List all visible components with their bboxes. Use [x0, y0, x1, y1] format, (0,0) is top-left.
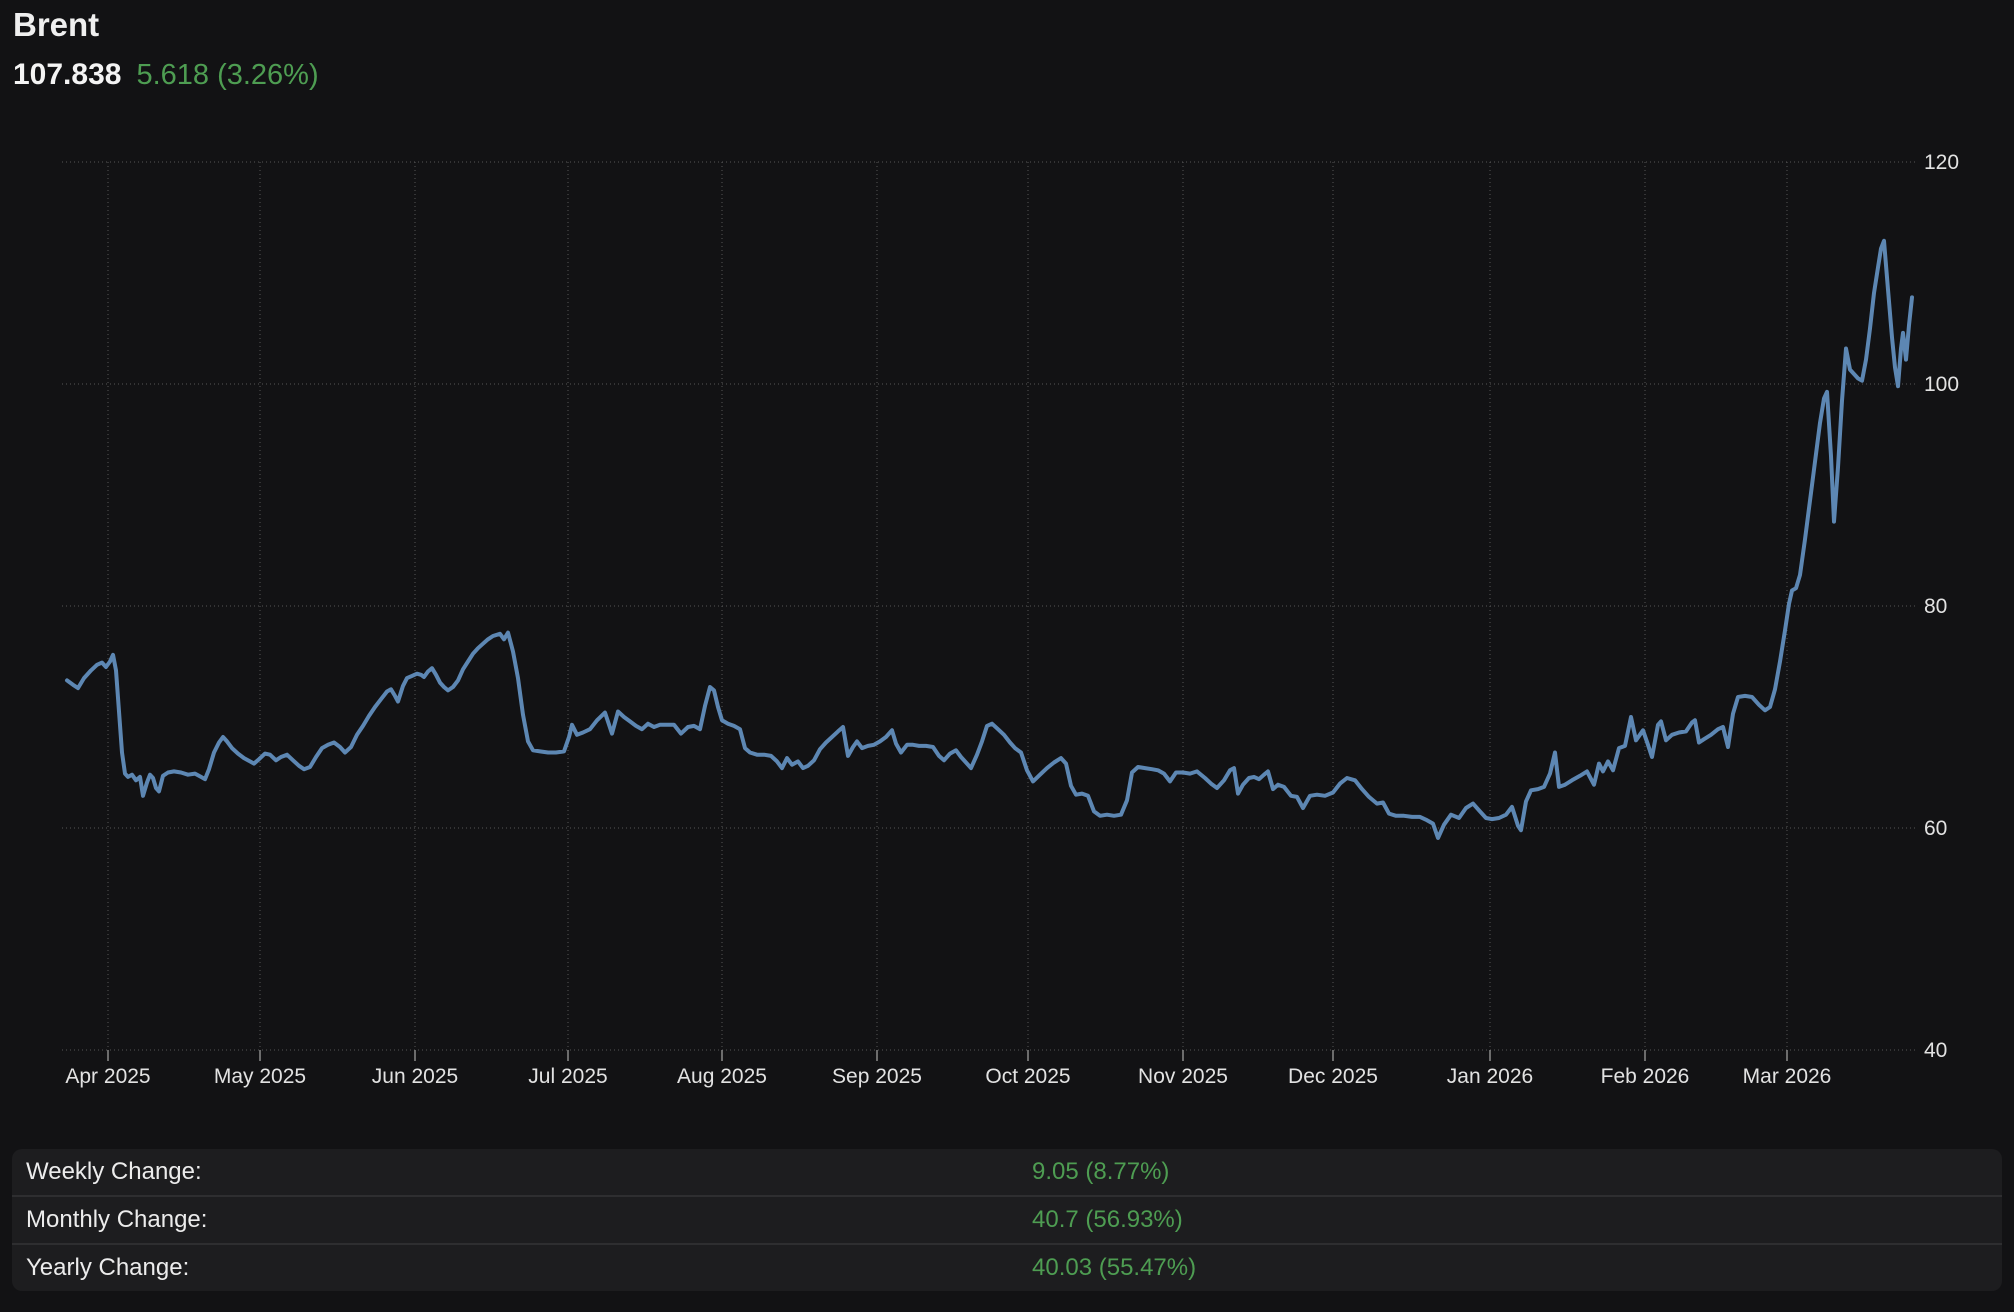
chart-x-axis-labels: Apr 2025 May 2025 Jun 2025 Jul 2025 Aug 2025… [65, 1065, 1831, 1088]
stat-row-weekly: Weekly Change: 9.05 (8.77%) [12, 1149, 2002, 1195]
x-axis-label: Nov 2025 [1138, 1065, 1228, 1088]
chart-y-axis-labels: 120 100 80 60 40 [1924, 151, 1959, 1062]
stat-value: 9.05 (8.77%) [1032, 1149, 1169, 1195]
stat-row-monthly: Monthly Change: 40.7 (56.93%) [12, 1195, 2002, 1243]
x-axis-label: Feb 2026 [1601, 1065, 1690, 1088]
x-axis-label: Oct 2025 [985, 1065, 1070, 1088]
page: { "header": { "title": "Brent", "price":… [0, 0, 2014, 1312]
x-axis-label: Jul 2025 [528, 1065, 607, 1088]
y-axis-label: 40 [1924, 1039, 1947, 1062]
stat-label: Monthly Change: [26, 1206, 207, 1234]
stat-label: Yearly Change: [26, 1254, 189, 1282]
y-axis-label: 120 [1924, 151, 1959, 174]
stat-row-yearly: Yearly Change: 40.03 (55.47%) [12, 1243, 2002, 1291]
stat-value: 40.03 (55.47%) [1032, 1245, 1196, 1291]
x-axis-label: May 2025 [214, 1065, 306, 1088]
price-line [67, 241, 1912, 838]
y-axis-label: 60 [1924, 817, 1947, 840]
stats-table: Weekly Change: 9.05 (8.77%) Monthly Chan… [12, 1149, 2002, 1291]
x-axis-label: Dec 2025 [1288, 1065, 1378, 1088]
x-axis-label: Mar 2026 [1743, 1065, 1832, 1088]
y-axis-label: 100 [1924, 373, 1959, 396]
chart-tick-marks [108, 1050, 1787, 1061]
x-axis-label: Sep 2025 [832, 1065, 922, 1088]
y-axis-label: 80 [1924, 595, 1947, 618]
price-chart[interactable]: Apr 2025 May 2025 Jun 2025 Jul 2025 Aug 2025… [0, 0, 2014, 1110]
x-axis-label: Jan 2026 [1447, 1065, 1533, 1088]
chart-gridlines [62, 162, 1916, 1050]
x-axis-label: Aug 2025 [677, 1065, 767, 1088]
x-axis-label: Jun 2025 [372, 1065, 458, 1088]
stat-value: 40.7 (56.93%) [1032, 1197, 1183, 1243]
stat-label: Weekly Change: [26, 1158, 202, 1186]
x-axis-label: Apr 2025 [65, 1065, 150, 1088]
